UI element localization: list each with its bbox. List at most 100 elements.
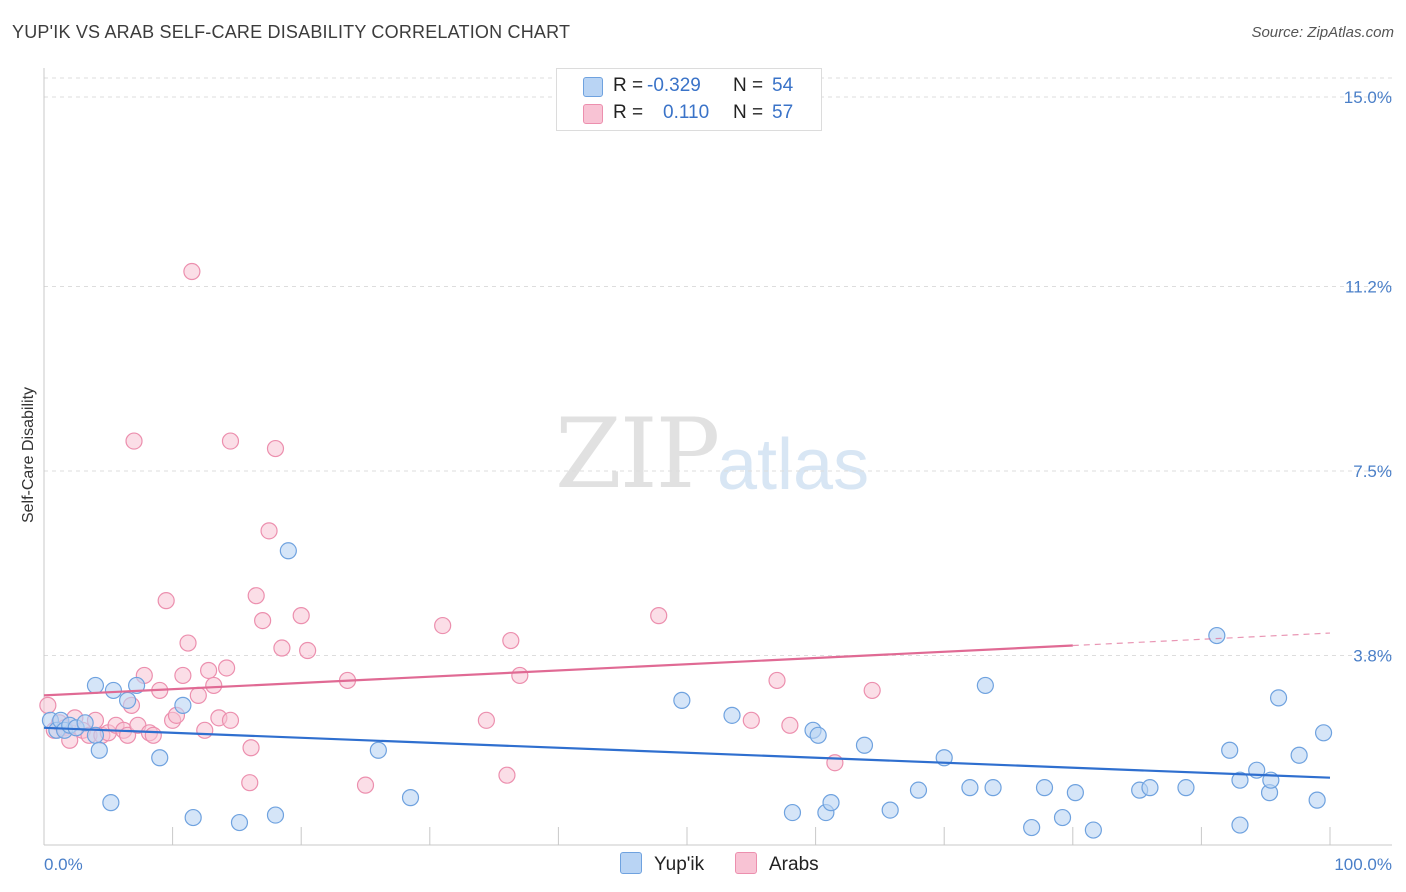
r-label: R = [613, 75, 644, 96]
r-label: R = [613, 102, 644, 123]
yupik-point [1141, 779, 1159, 797]
chart-title: YUP'IK VS ARAB SELF-CARE DISABILITY CORR… [12, 22, 571, 42]
yupik-point [723, 706, 741, 724]
arab-point [266, 439, 285, 458]
yupik-point [102, 794, 120, 812]
yupik-trend-line [43, 726, 1331, 779]
axes [43, 68, 1392, 846]
y-tick-label: 15.0% [1344, 88, 1392, 107]
arab-point [218, 659, 236, 677]
y-tick-label: 11.2% [1345, 277, 1392, 296]
arab-point [502, 631, 520, 650]
legend-item-yupik: Yup'ik [620, 852, 704, 878]
yupik-point [369, 741, 387, 759]
y-tick-label: 7.5% [1353, 462, 1392, 481]
correlation-legend: R = -0.329 N = 54 R = 0.110 N = 57 [556, 68, 822, 131]
n-label: N = [733, 75, 764, 96]
yupik-point [1035, 779, 1054, 797]
yupik-point [174, 696, 192, 714]
arab-point [241, 774, 259, 792]
yupik-point [1314, 724, 1333, 742]
yupik-point [184, 808, 202, 827]
arab-point [742, 711, 760, 729]
yupik-point [822, 794, 840, 812]
arab-point [174, 666, 192, 685]
arab-point [189, 686, 207, 705]
arabs-swatch [735, 852, 757, 874]
source-label: Source: ZipAtlas.com [1251, 24, 1394, 41]
n-value: 57 [772, 102, 794, 123]
arab-point [356, 776, 375, 794]
arab-point [498, 766, 516, 784]
yupik-point [1208, 626, 1226, 645]
arab-point [157, 592, 175, 610]
arab-point [179, 634, 197, 652]
yupik-point [909, 781, 928, 799]
arab-series [39, 262, 881, 794]
yupik-point [127, 676, 146, 695]
yupik-point [1066, 784, 1084, 802]
yupik-point [1084, 821, 1102, 839]
arab-point [292, 607, 310, 625]
yupik-point [961, 779, 979, 797]
x-tick-label: 0.0% [44, 855, 83, 874]
yupik-point [1269, 689, 1288, 707]
r-value: -0.329 [647, 75, 701, 96]
yupik-point [673, 691, 691, 709]
yupik-point [104, 681, 123, 700]
yupik-point [1308, 791, 1326, 809]
yupik-point [279, 542, 297, 560]
arab-point [221, 432, 240, 450]
arab-point [254, 611, 272, 630]
watermark-zip: ZIP [555, 398, 720, 510]
arab-point [200, 661, 218, 680]
yupik-point [401, 789, 420, 807]
yupik-point [266, 806, 285, 824]
arab-point [477, 711, 495, 729]
arab-point [826, 754, 844, 772]
yupik-point [984, 779, 1002, 797]
legend-label-yupik: Yup'ik [654, 854, 705, 875]
yupik-point [1177, 779, 1195, 797]
yupik-point [855, 736, 874, 754]
arab-point [205, 676, 223, 695]
yupik-point [76, 714, 94, 732]
yupik-point [90, 741, 108, 759]
arab-point [260, 522, 278, 540]
yupik-swatch [583, 77, 603, 97]
arab-point [434, 616, 452, 635]
yupik-point [881, 801, 899, 819]
yupik-swatch [620, 852, 642, 874]
legend-label-arabs: Arabs [769, 854, 819, 875]
arab-trend-extension [1072, 632, 1331, 647]
arab-point [299, 641, 317, 660]
tick-labels: 3.8% 7.5% 11.2% 15.0% 0.0% 100.0% [44, 88, 1392, 874]
arab-point [863, 681, 881, 700]
n-label: N = [733, 102, 764, 123]
yupik-point [230, 813, 249, 832]
arab-point [196, 721, 214, 739]
yupik-point [783, 803, 802, 822]
r-value: 0.110 [663, 102, 710, 123]
yupik-point [1023, 818, 1041, 837]
yupik-point [976, 676, 994, 695]
yupik-point [1053, 808, 1072, 827]
arab-point [39, 696, 57, 714]
yupik-point [1290, 746, 1308, 764]
arab-point [511, 666, 529, 685]
grid-lines [44, 77, 1392, 657]
trend-lines [43, 632, 1331, 779]
arab-point [768, 671, 786, 690]
arab-point [273, 639, 291, 657]
yupik-point [118, 691, 137, 709]
y-tick-label: 3.8% [1353, 647, 1392, 666]
arab-trend-line [43, 644, 1073, 697]
arab-point [144, 726, 162, 744]
watermark-atlas: atlas [717, 425, 870, 505]
arab-point [242, 739, 260, 757]
arab-point [221, 711, 240, 729]
yupik-point [1221, 741, 1239, 759]
x-tick-label: 100.0% [1334, 855, 1392, 874]
arabs-swatch [583, 104, 603, 124]
